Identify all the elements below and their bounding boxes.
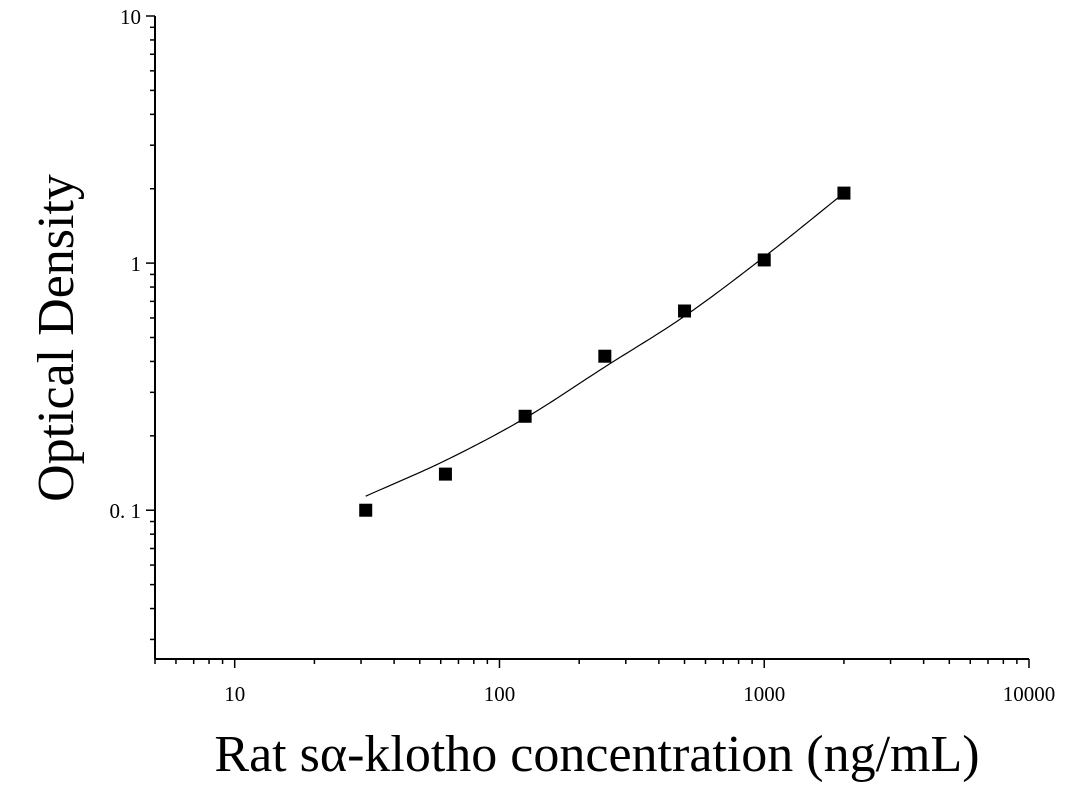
fit-curve-layer [365, 192, 845, 497]
x-tick-label: 100 [484, 682, 516, 706]
axes: 10 100 1000 10000 0. 1 1 10 [110, 5, 1056, 706]
data-point [678, 304, 692, 318]
data-points-layer [359, 186, 851, 517]
x-axis-title: Rat sα-klotho concentration (ng/mL) [214, 726, 979, 783]
data-point [438, 467, 452, 481]
y-tick-label: 0. 1 [110, 499, 142, 523]
x-tick-label: 10000 [1003, 682, 1056, 706]
data-point [359, 503, 373, 517]
data-point [757, 253, 771, 267]
x-tick-label: 1000 [743, 682, 785, 706]
data-point [598, 349, 612, 363]
fit-curve [365, 192, 845, 497]
x-tick-label: 10 [224, 682, 245, 706]
data-point [837, 186, 851, 200]
y-tick-label: 10 [120, 5, 141, 29]
data-point [518, 409, 532, 423]
y-tick-label: 1 [131, 252, 142, 276]
y-axis-title: Optical Density [28, 174, 85, 502]
